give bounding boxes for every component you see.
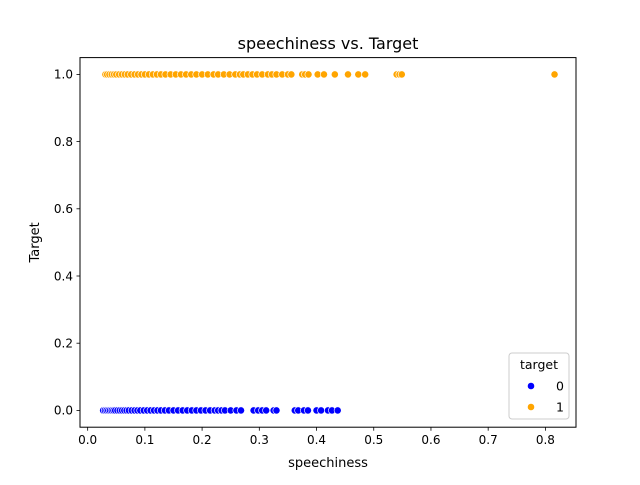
y-tick-label: 0.2 [54, 337, 73, 351]
data-point-target-1 [320, 70, 328, 79]
x-tick-label: 0.6 [421, 433, 440, 447]
data-point-target-0 [333, 406, 342, 415]
data-point-target-1 [550, 70, 559, 79]
x-axis-ticks: 0.0 0.1 0.2 0.3 0.4 0.5 0.6 0.7 0.8 [78, 427, 555, 447]
data-point-target-1 [330, 70, 339, 79]
legend-title: target [520, 357, 558, 372]
legend-label-1: 1 [556, 400, 564, 415]
data-point-target-1 [397, 70, 406, 79]
x-tick-label: 0.3 [250, 433, 269, 447]
y-tick-label: 0.0 [54, 404, 73, 418]
data-point-target-0 [272, 406, 281, 415]
x-tick-label: 0.2 [193, 433, 212, 447]
data-point-target-0 [237, 406, 245, 415]
y-tick-label: 0.8 [54, 135, 73, 149]
x-tick-label: 0.8 [536, 433, 555, 447]
x-tick-label: 0.4 [307, 433, 326, 447]
x-tick-label: 0.5 [364, 433, 383, 447]
legend-label-0: 0 [556, 379, 564, 394]
data-point-target-0 [304, 406, 312, 415]
data-point-target-1 [354, 70, 363, 79]
data-point-target-1 [304, 70, 313, 79]
data-point-target-1 [344, 70, 352, 79]
chart-title: speechiness vs. Target [238, 34, 419, 53]
y-axis-ticks: 0.0 0.2 0.4 0.6 0.8 1.0 [54, 68, 80, 418]
y-tick-label: 1.0 [54, 68, 73, 82]
legend: target 0 1 [508, 352, 570, 420]
legend-marker-1 [527, 403, 535, 411]
data-point-target-1 [361, 70, 370, 79]
plot-frame [79, 57, 577, 428]
scatter-points [99, 70, 559, 415]
data-point-target-1 [287, 70, 296, 79]
data-point-target-0 [262, 406, 271, 415]
y-tick-label: 0.4 [54, 269, 73, 283]
data-point-target-0 [317, 406, 326, 415]
y-axis-label: Target [28, 222, 43, 263]
legend-marker-0 [527, 382, 535, 390]
x-tick-label: 0.1 [135, 433, 154, 447]
x-tick-label: 0.7 [479, 433, 498, 447]
x-tick-label: 0.0 [78, 433, 97, 447]
x-axis-label: speechiness [288, 456, 368, 471]
legend-frame [508, 352, 570, 420]
y-tick-label: 0.6 [54, 202, 73, 216]
